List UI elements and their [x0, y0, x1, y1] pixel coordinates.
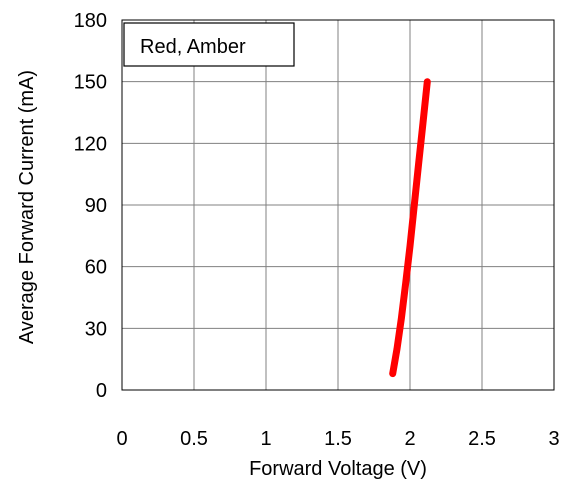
- x-tick-label: 3: [548, 428, 559, 450]
- plot-frame: [121, 19, 555, 391]
- x-tick-label: 2.5: [468, 428, 496, 450]
- x-tick-label: 0: [116, 428, 127, 450]
- y-tick-label: 0: [96, 380, 107, 402]
- x-tick-label: 1.5: [324, 428, 352, 450]
- x-tick-labels: 0 0.5 1 1.5 2 2.5 3: [116, 428, 559, 450]
- y-tick-label: 60: [85, 257, 107, 279]
- series-line: [389, 78, 431, 378]
- x-tick-label: 0.5: [180, 428, 208, 450]
- series-group: [389, 78, 431, 378]
- x-tick-label: 2: [404, 428, 415, 450]
- legend-text: Red, Amber: [140, 36, 246, 58]
- y-tick-label: 30: [85, 318, 107, 340]
- y-tick-label: 120: [74, 133, 107, 155]
- y-tick-labels: 0 30 60 90 120 150 180: [74, 10, 107, 402]
- legend: Red, Amber: [123, 22, 295, 67]
- x-axis-label: Forward Voltage (V): [249, 458, 427, 480]
- y-tick-label: 90: [85, 195, 107, 217]
- grid: [122, 20, 554, 390]
- legend-box: [123, 22, 295, 67]
- y-tick-label: 180: [74, 10, 107, 32]
- y-tick-label: 150: [74, 72, 107, 94]
- y-axis-label: Average Forward Current (mA): [16, 70, 38, 344]
- x-tick-label: 1: [260, 428, 271, 450]
